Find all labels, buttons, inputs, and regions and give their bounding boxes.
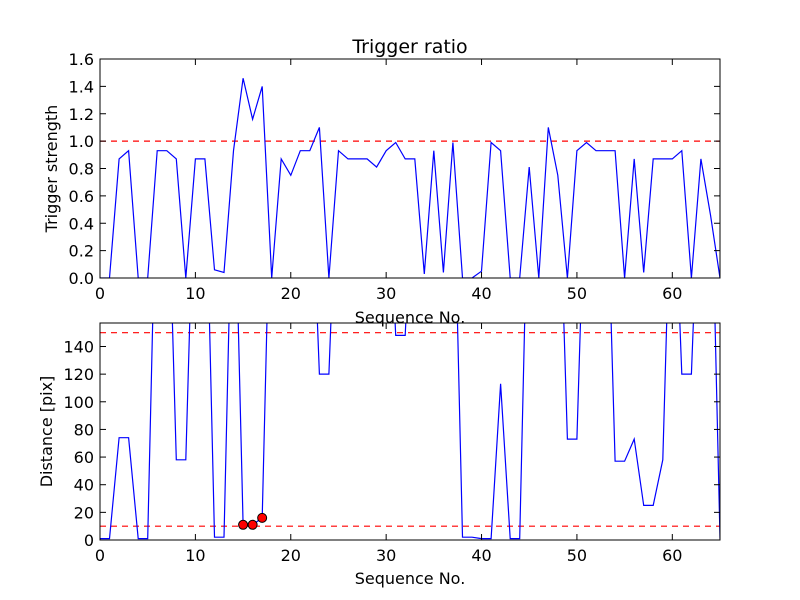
x-tick-label: 10 (185, 546, 205, 565)
y-tick-label: 1.4 (69, 77, 94, 96)
y-tick-label: 60 (74, 448, 94, 467)
trigger-ratio-panel: Trigger ratio Trigger strength Sequence … (42, 36, 721, 327)
y-tick-label: 100 (63, 393, 94, 412)
x-tick-label: 30 (376, 284, 396, 303)
y-axis-label: Distance [pix] (37, 376, 56, 488)
y-tick-label: 0.8 (69, 160, 94, 179)
highlight-point (238, 519, 249, 530)
distance-panel: Distance [pix] Sequence No. 0 10 20 30 40 50 6… (37, 322, 721, 588)
x-tick-label: 0 (95, 546, 105, 565)
plot-frame (99, 322, 721, 541)
x-tick-label: 20 (281, 284, 301, 303)
x-tick-label: 60 (662, 284, 682, 303)
x-tick-label: 30 (376, 546, 396, 565)
y-tick-label: 40 (74, 476, 94, 495)
y-tick-label: 80 (74, 420, 94, 439)
y-tick-label: 140 (63, 337, 94, 356)
x-tick-label: 60 (662, 546, 682, 565)
x-axis-label: Sequence No. (355, 569, 466, 588)
y-tick-label: 0 (84, 531, 94, 550)
highlight-point (257, 512, 268, 523)
highlight-point (247, 519, 258, 530)
y-tick-label: 120 (63, 365, 94, 384)
y-axis-label: Trigger strength (42, 105, 61, 234)
plot-frame (99, 58, 721, 279)
y-tick-label: 0.6 (69, 187, 94, 206)
y-tick-label: 0.4 (69, 214, 94, 233)
x-tick-label: 20 (281, 546, 301, 565)
x-tick-label: 40 (471, 546, 491, 565)
x-tick-label: 50 (567, 546, 587, 565)
y-tick-label: 0.0 (69, 269, 94, 288)
series-line (100, 323, 720, 540)
y-tick-label: 1.0 (69, 132, 94, 151)
chart-title: Trigger ratio (351, 36, 467, 58)
x-tick-label: 0 (95, 284, 105, 303)
x-axis-label: Sequence No. (355, 308, 466, 327)
y-tick-label: 20 (74, 503, 94, 522)
x-tick-label: 40 (471, 284, 491, 303)
y-tick-label: 1.2 (69, 105, 94, 124)
x-tick-label: 10 (185, 284, 205, 303)
x-tick-label: 50 (567, 284, 587, 303)
y-tick-label: 1.6 (69, 50, 94, 69)
series-line (100, 78, 720, 278)
y-tick-label: 0.2 (69, 242, 94, 261)
